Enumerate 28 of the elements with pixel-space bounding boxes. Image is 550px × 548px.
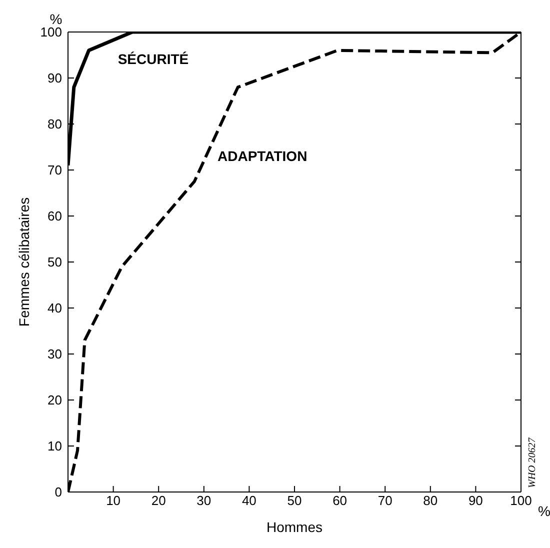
text: % xyxy=(50,11,62,27)
x-tick-label: 60 xyxy=(332,493,348,508)
y-tick-label: 20 xyxy=(48,392,62,408)
x-tick-label: 70 xyxy=(378,493,392,508)
text: WHO 20627 xyxy=(527,436,538,488)
series-label: ADAPTATION xyxy=(217,148,308,164)
x-tick-label: 90 xyxy=(468,493,483,508)
y-axis-title: Femmes célibataires xyxy=(16,197,32,327)
y-tick-label: 30 xyxy=(48,346,62,362)
x-tick-label: 80 xyxy=(423,493,438,508)
x-tick-label: 30 xyxy=(196,493,212,508)
x-tick-label: 100 xyxy=(510,493,532,508)
x-axis-title: Hommes xyxy=(266,519,323,535)
y-tick-label: 60 xyxy=(48,208,62,224)
y-tick-label: 70 xyxy=(48,162,62,178)
x-tick-label: 10 xyxy=(106,493,121,508)
series-label: SÉCURITÉ xyxy=(118,51,189,68)
y-tick-label: 100 xyxy=(40,24,62,40)
y-tick-label: 80 xyxy=(48,116,62,132)
y-tick-label: 50 xyxy=(48,254,62,270)
y-tick-label: 90 xyxy=(48,70,62,86)
y-tick-label: 40 xyxy=(48,300,62,316)
text: % xyxy=(538,503,550,519)
y-tick-label: 10 xyxy=(48,438,62,454)
x-tick-label: 40 xyxy=(242,493,256,508)
x-tick-label: 20 xyxy=(151,493,166,508)
y-tick-label: 0 xyxy=(54,484,62,500)
x-tick-label: 50 xyxy=(287,493,302,508)
